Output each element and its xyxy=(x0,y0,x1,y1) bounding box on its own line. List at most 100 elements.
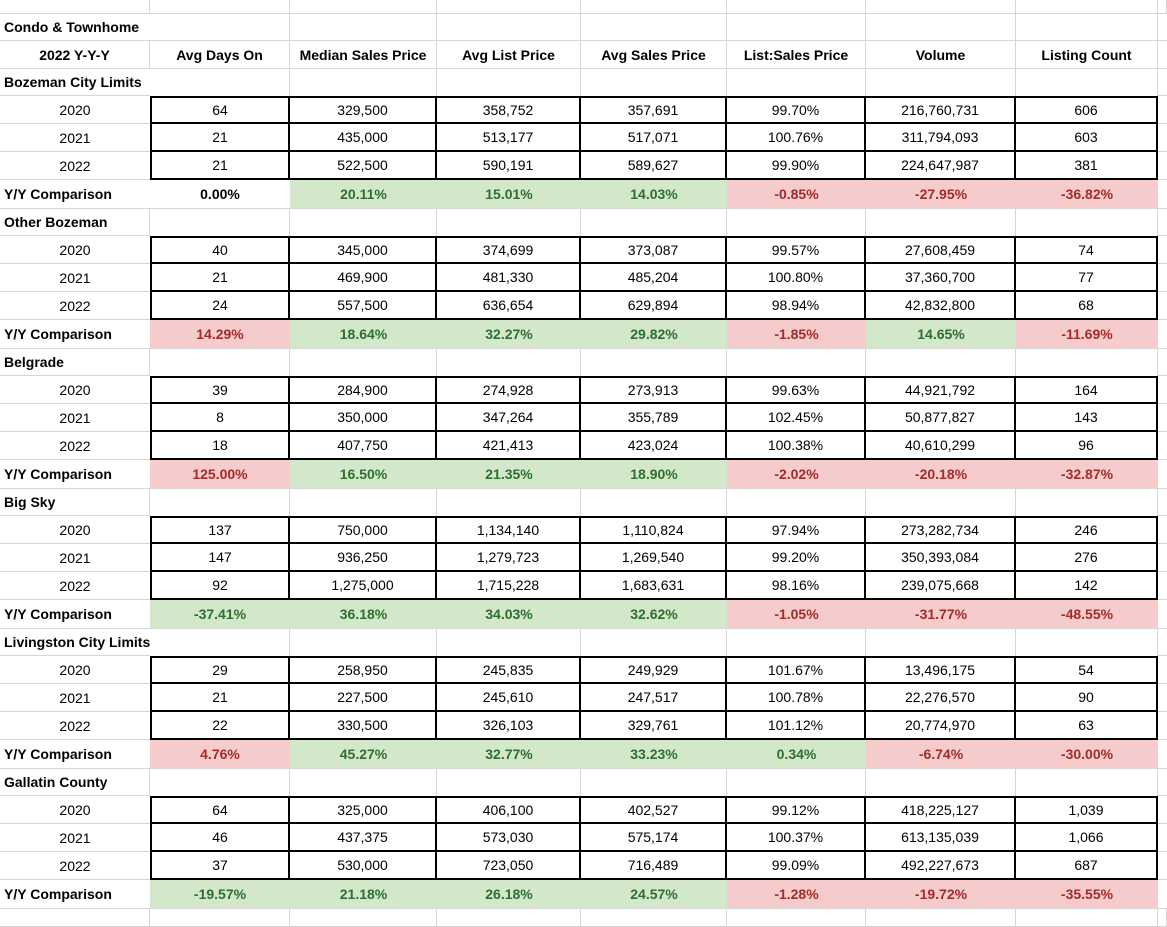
yy-value-cell[interactable]: 0.34% xyxy=(727,740,866,769)
data-cell[interactable]: 590,191 xyxy=(437,152,581,180)
data-cell[interactable]: 402,527 xyxy=(581,796,727,824)
data-cell[interactable]: 63 xyxy=(1016,712,1158,740)
sheet-title[interactable]: Condo & Townhome xyxy=(0,14,150,41)
data-cell[interactable]: 20,774,970 xyxy=(866,712,1016,740)
column-header[interactable]: Median Sales Price xyxy=(290,41,437,69)
yy-value-cell[interactable]: 0.00% xyxy=(150,180,290,209)
data-cell[interactable]: 1,134,140 xyxy=(437,516,581,544)
yy-value-cell[interactable]: 15.01% xyxy=(437,180,581,209)
data-cell[interactable]: 330,500 xyxy=(290,712,437,740)
data-cell[interactable]: 216,760,731 xyxy=(866,96,1016,124)
yy-value-cell[interactable]: 16.50% xyxy=(290,460,437,489)
yy-value-cell[interactable]: -30.00% xyxy=(1016,740,1158,769)
section-title[interactable]: Other Bozeman xyxy=(0,209,150,236)
data-cell[interactable]: 723,050 xyxy=(437,852,581,880)
data-cell[interactable]: 347,264 xyxy=(437,404,581,432)
data-cell[interactable]: 239,075,668 xyxy=(866,572,1016,600)
year-label[interactable]: 2021 xyxy=(0,824,150,852)
data-cell[interactable]: 100.76% xyxy=(727,124,866,152)
yy-value-cell[interactable]: -0.85% xyxy=(727,180,866,209)
data-cell[interactable]: 492,227,673 xyxy=(866,852,1016,880)
data-cell[interactable]: 284,900 xyxy=(290,376,437,404)
data-cell[interactable]: 350,393,084 xyxy=(866,544,1016,572)
data-cell[interactable]: 418,225,127 xyxy=(866,796,1016,824)
data-cell[interactable]: 246 xyxy=(1016,516,1158,544)
data-cell[interactable]: 522,500 xyxy=(290,152,437,180)
yy-value-cell[interactable]: -1.28% xyxy=(727,880,866,909)
yy-value-cell[interactable]: 33.23% xyxy=(581,740,727,769)
yy-value-cell[interactable]: -20.18% xyxy=(866,460,1016,489)
yy-label[interactable]: Y/Y Comparison xyxy=(0,600,150,629)
data-cell[interactable]: 273,913 xyxy=(581,376,727,404)
data-cell[interactable]: 687 xyxy=(1016,852,1158,880)
data-cell[interactable]: 227,500 xyxy=(290,684,437,712)
year-label[interactable]: 2022 xyxy=(0,712,150,740)
year-label[interactable]: 2020 xyxy=(0,96,150,124)
yy-value-cell[interactable]: 45.27% xyxy=(290,740,437,769)
data-cell[interactable]: 513,177 xyxy=(437,124,581,152)
data-cell[interactable]: 21 xyxy=(150,152,290,180)
year-label[interactable]: 2020 xyxy=(0,376,150,404)
data-cell[interactable]: 99.70% xyxy=(727,96,866,124)
data-cell[interactable]: 40 xyxy=(150,236,290,264)
data-cell[interactable]: 276 xyxy=(1016,544,1158,572)
year-label[interactable]: 2021 xyxy=(0,124,150,152)
data-cell[interactable]: 22,276,570 xyxy=(866,684,1016,712)
data-cell[interactable]: 350,000 xyxy=(290,404,437,432)
yy-label[interactable]: Y/Y Comparison xyxy=(0,320,150,349)
data-cell[interactable]: 224,647,987 xyxy=(866,152,1016,180)
data-cell[interactable]: 258,950 xyxy=(290,656,437,684)
data-cell[interactable]: 99.12% xyxy=(727,796,866,824)
data-cell[interactable]: 381 xyxy=(1016,152,1158,180)
data-cell[interactable]: 164 xyxy=(1016,376,1158,404)
data-cell[interactable]: 99.20% xyxy=(727,544,866,572)
data-cell[interactable]: 24 xyxy=(150,292,290,320)
data-cell[interactable]: 606 xyxy=(1016,96,1158,124)
yy-value-cell[interactable]: 18.90% xyxy=(581,460,727,489)
section-title[interactable]: Belgrade xyxy=(0,349,150,376)
yy-value-cell[interactable]: -36.82% xyxy=(1016,180,1158,209)
data-cell[interactable]: 54 xyxy=(1016,656,1158,684)
data-cell[interactable]: 421,413 xyxy=(437,432,581,460)
year-label[interactable]: 2020 xyxy=(0,516,150,544)
data-cell[interactable]: 1,683,631 xyxy=(581,572,727,600)
data-cell[interactable]: 273,282,734 xyxy=(866,516,1016,544)
data-cell[interactable]: 613,135,039 xyxy=(866,824,1016,852)
data-cell[interactable]: 355,789 xyxy=(581,404,727,432)
data-cell[interactable]: 573,030 xyxy=(437,824,581,852)
section-title[interactable]: Big Sky xyxy=(0,489,150,516)
data-cell[interactable]: 469,900 xyxy=(290,264,437,292)
column-header[interactable]: Listing Count xyxy=(1016,41,1158,69)
data-cell[interactable]: 99.90% xyxy=(727,152,866,180)
data-cell[interactable]: 326,103 xyxy=(437,712,581,740)
data-cell[interactable]: 274,928 xyxy=(437,376,581,404)
year-label[interactable]: 2021 xyxy=(0,544,150,572)
year-label[interactable]: 2020 xyxy=(0,656,150,684)
data-cell[interactable]: 90 xyxy=(1016,684,1158,712)
data-cell[interactable]: 373,087 xyxy=(581,236,727,264)
data-cell[interactable]: 589,627 xyxy=(581,152,727,180)
data-cell[interactable]: 29 xyxy=(150,656,290,684)
data-cell[interactable]: 8 xyxy=(150,404,290,432)
yy-value-cell[interactable]: 21.18% xyxy=(290,880,437,909)
data-cell[interactable]: 374,699 xyxy=(437,236,581,264)
data-cell[interactable]: 435,000 xyxy=(290,124,437,152)
year-label[interactable]: 2020 xyxy=(0,236,150,264)
yy-value-cell[interactable]: 26.18% xyxy=(437,880,581,909)
data-cell[interactable]: 557,500 xyxy=(290,292,437,320)
data-cell[interactable]: 1,039 xyxy=(1016,796,1158,824)
column-header[interactable]: Avg Sales Price xyxy=(581,41,727,69)
yy-value-cell[interactable]: 36.18% xyxy=(290,600,437,629)
yy-value-cell[interactable]: -35.55% xyxy=(1016,880,1158,909)
data-cell[interactable]: 437,375 xyxy=(290,824,437,852)
section-title[interactable]: Livingston City Limits xyxy=(0,629,150,656)
data-cell[interactable]: 99.57% xyxy=(727,236,866,264)
data-cell[interactable]: 98.94% xyxy=(727,292,866,320)
data-cell[interactable]: 50,877,827 xyxy=(866,404,1016,432)
year-label[interactable]: 2022 xyxy=(0,292,150,320)
data-cell[interactable]: 249,929 xyxy=(581,656,727,684)
data-cell[interactable]: 485,204 xyxy=(581,264,727,292)
yy-value-cell[interactable]: -1.85% xyxy=(727,320,866,349)
yy-value-cell[interactable]: 18.64% xyxy=(290,320,437,349)
data-cell[interactable]: 27,608,459 xyxy=(866,236,1016,264)
